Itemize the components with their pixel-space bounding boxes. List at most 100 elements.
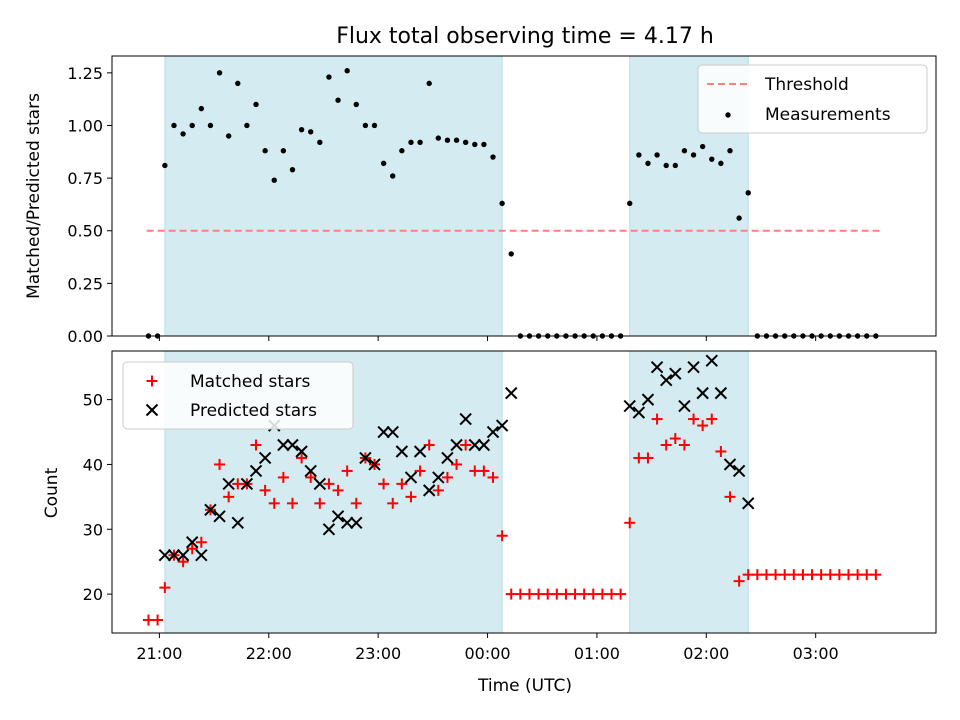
predicted-point: [158, 548, 172, 562]
top-plot-area: 0.00 0.25 0.50 0.75 1.00 1.25 Threshold Measure…: [67, 55, 937, 346]
predicted-point-b: [705, 354, 718, 367]
predicted-point-b: [450, 438, 463, 452]
matched-point: [688, 413, 700, 425]
predicted-point: [258, 451, 272, 465]
matched-point: [414, 465, 426, 477]
measurement-point: [280, 148, 287, 154]
predicted-point-b: [295, 445, 308, 458]
x-tick-label: 22:00: [246, 644, 292, 663]
predicted-point: [632, 406, 646, 419]
legend-measurement-swatch: [725, 112, 731, 118]
bottom-plot-area: 20 30 40 50 21:00 22:00 23:00 00:00 01:00 02:00 03…: [83, 350, 937, 663]
predicted-point: [240, 477, 254, 491]
measurement-point: [709, 156, 715, 162]
matched-point: [478, 465, 490, 477]
measurement-point: [636, 152, 642, 158]
matched-point: [660, 439, 672, 451]
predicted-point-b: [368, 458, 381, 471]
predicted-point-b: [732, 464, 746, 478]
matched-point: [378, 478, 390, 490]
y-tick-label: 1.25: [67, 64, 103, 83]
predicted-point: [186, 536, 199, 549]
predicted-point-b: [696, 386, 709, 400]
matched-point: [405, 491, 417, 503]
predicted-point-b: [213, 510, 226, 523]
measurement-point: [253, 101, 259, 108]
predicted-point-b: [204, 503, 217, 517]
predicted-point-b: [714, 386, 728, 400]
matched-point: [487, 471, 499, 483]
measurement-point: [426, 80, 432, 87]
predicted-point-b: [413, 445, 427, 458]
predicted-point: [322, 523, 336, 536]
legend-predicted-label: Predicted stars: [190, 401, 317, 421]
measurement-point: [417, 139, 423, 146]
measurement-point: [353, 101, 359, 108]
predicted-point-b: [304, 464, 317, 478]
predicted-point-b: [195, 548, 208, 562]
predicted-point: [331, 510, 345, 523]
measurement-point: [298, 126, 305, 133]
measurement-point: [672, 162, 679, 169]
predicted-point: [222, 477, 235, 491]
matched-point: [259, 484, 271, 496]
matched-point: [323, 478, 335, 490]
axes-frame: [111, 55, 937, 337]
predicted-point-b: [258, 451, 272, 465]
measurement-point: [390, 173, 396, 179]
measurement-point: [499, 200, 505, 207]
predicted-point-b: [359, 451, 372, 465]
x-axis-label: Time (UTC): [477, 676, 572, 696]
predicted-point: [340, 516, 354, 530]
y-tick-label: 1.00: [67, 116, 103, 135]
measurement-point: [207, 122, 214, 129]
matched-point: [159, 582, 171, 594]
predicted-point: [732, 464, 746, 478]
predicted-point-b: [277, 438, 290, 452]
predicted-point: [204, 503, 217, 517]
matched-point: [870, 569, 882, 581]
predicted-point: [368, 458, 381, 471]
predicted-point-b: [186, 536, 199, 549]
predicted-point: [623, 399, 636, 413]
predicted-point: [395, 445, 409, 458]
predicted-point: [486, 425, 500, 439]
measurement-point: [681, 148, 688, 154]
top-y-axis-label: Matched/Predicted stars: [24, 93, 44, 299]
predicted-point: [231, 516, 244, 530]
top-legend: Threshold Measurements: [697, 64, 928, 134]
measurement-point: [189, 122, 195, 129]
predicted-point-b: [468, 438, 481, 452]
predicted-point: [650, 360, 664, 374]
predicted-point: [505, 386, 518, 400]
matched-point: [268, 497, 280, 509]
predicted-point-b: [322, 523, 336, 536]
matched-point: [277, 471, 289, 483]
predicted-point-b: [486, 425, 500, 439]
measurement-point: [472, 141, 478, 148]
measurement-point: [435, 135, 442, 141]
predicted-point-b: [340, 516, 354, 530]
bottom-legend: Matched stars Predicted stars: [122, 361, 354, 430]
predicted-point: [742, 497, 755, 510]
matched-point: [724, 491, 736, 503]
measurement-point: [408, 139, 414, 146]
predicted-point-b: [641, 393, 655, 406]
predicted-point: [167, 548, 181, 562]
matched-point: [651, 413, 663, 425]
matched-point: [697, 420, 709, 432]
x-tick-label: 01:00: [574, 644, 620, 663]
axes-frame: [111, 350, 937, 634]
measurement-point: [453, 137, 460, 143]
predicted-point-b: [167, 548, 181, 562]
predicted-point: [696, 386, 709, 400]
predicted-point-b: [331, 510, 345, 523]
predicted-point: [277, 438, 290, 452]
matched-point: [669, 433, 681, 445]
measurement-point: [216, 70, 223, 76]
y-tick-label: 40: [83, 455, 103, 474]
matched-point: [432, 484, 444, 496]
predicted-point: [176, 548, 190, 562]
y-tick-label: 20: [83, 585, 103, 604]
y-tick-label: 0.75: [67, 169, 103, 188]
